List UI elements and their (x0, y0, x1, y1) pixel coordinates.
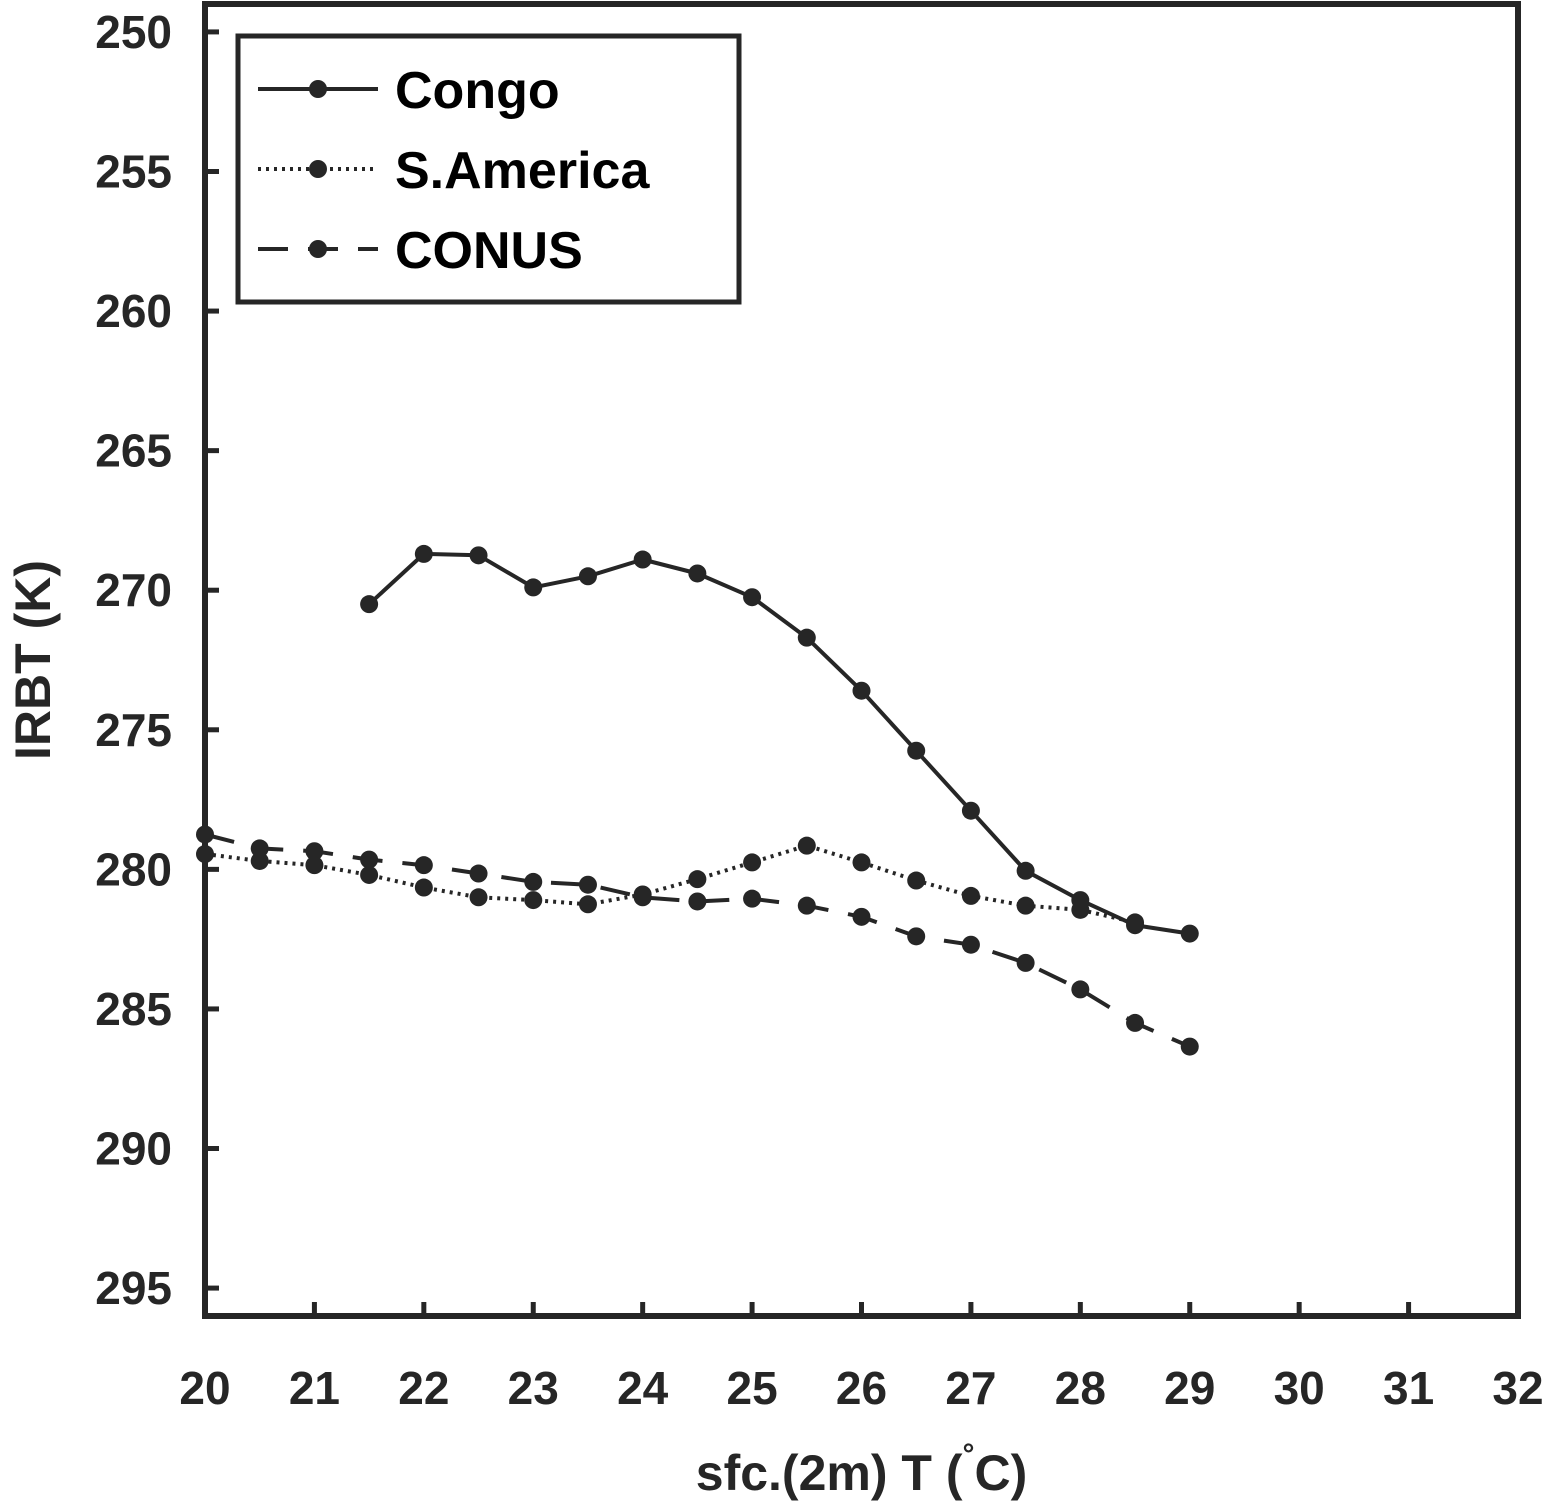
series-line (204, 832, 1191, 1049)
y-axis: 250 255 260 265 270 275 280 285 290 295 (95, 6, 219, 1314)
data-point (578, 567, 597, 586)
data-point (1126, 1013, 1145, 1032)
data-point (743, 588, 762, 607)
legend-label: CONUS (395, 222, 583, 280)
series-layer (196, 544, 1199, 1056)
y-tick-label: 250 (95, 6, 172, 58)
data-point (961, 935, 980, 954)
data-point (414, 878, 433, 897)
x-axis: 20 21 22 23 24 25 26 27 28 29 30 31 32 (179, 1302, 1544, 1414)
legend-label: Congo (395, 62, 560, 120)
data-point (688, 870, 707, 889)
legend-marker (309, 160, 327, 178)
data-point (360, 595, 379, 614)
series-conus (196, 825, 1199, 1056)
x-tick-label: 26 (836, 1362, 887, 1414)
data-point (196, 825, 214, 844)
data-point (907, 927, 926, 946)
data-point (250, 851, 269, 870)
legend-entry: Congo (258, 62, 560, 120)
legend-marker (309, 240, 327, 258)
data-point (852, 681, 871, 700)
data-point (1071, 900, 1090, 919)
data-point (305, 856, 324, 875)
y-tick-label: 280 (95, 843, 172, 895)
data-point (1180, 924, 1199, 943)
data-point (524, 891, 543, 910)
y-axis-title: IRBT (K) (5, 560, 61, 760)
data-point (360, 850, 379, 869)
y-tick-label: 260 (95, 285, 172, 337)
y-tick-label: 255 (95, 145, 172, 197)
data-point (852, 853, 871, 872)
legend-entry: S.America (258, 142, 650, 200)
data-point (743, 853, 762, 872)
data-point (414, 544, 433, 563)
data-point (469, 864, 488, 883)
data-point (633, 888, 652, 907)
x-tick-label: 23 (508, 1362, 559, 1414)
x-tick-label: 25 (726, 1362, 777, 1414)
data-point (633, 550, 652, 569)
data-point (961, 801, 980, 820)
x-tick-label: 22 (398, 1362, 449, 1414)
y-tick-label: 295 (95, 1262, 172, 1314)
data-point (360, 865, 379, 884)
series-line (367, 551, 1191, 936)
y-tick-label: 290 (95, 1123, 172, 1175)
legend-entry: CONUS (258, 222, 583, 280)
x-axis-title-part-1: sfc.(2m) T ( (696, 1445, 963, 1501)
x-axis-title-degree: ° (962, 1438, 974, 1471)
data-point (524, 578, 543, 597)
data-point (469, 546, 488, 565)
x-tick-label: 30 (1274, 1362, 1325, 1414)
data-point (1016, 861, 1035, 880)
x-axis-title-part-2: C) (974, 1445, 1027, 1501)
data-point (305, 842, 324, 861)
x-tick-label: 32 (1492, 1362, 1543, 1414)
data-point (524, 872, 543, 891)
legend-marker (309, 80, 327, 98)
y-tick-label: 285 (95, 983, 172, 1035)
x-axis-title: sfc.(2m) T (°C) (696, 1438, 1027, 1501)
legend: Congo S.America CONUS (235, 33, 742, 305)
data-point (196, 845, 214, 864)
y-tick-label: 275 (95, 704, 172, 756)
data-point (688, 564, 707, 583)
series-line (204, 843, 1136, 925)
data-point (797, 628, 816, 647)
data-point (852, 907, 871, 926)
data-point (578, 875, 597, 894)
x-tick-label: 28 (1055, 1362, 1106, 1414)
data-point (1071, 980, 1090, 999)
series-congo (360, 544, 1199, 943)
data-point (469, 888, 488, 907)
data-point (578, 895, 597, 914)
data-point (1016, 953, 1035, 972)
x-tick-label: 27 (945, 1362, 996, 1414)
x-tick-label: 24 (617, 1362, 669, 1414)
data-point (797, 836, 816, 855)
data-point (1016, 896, 1035, 915)
data-point (414, 856, 433, 875)
data-point (250, 839, 269, 858)
y-tick-label: 265 (95, 425, 172, 477)
x-tick-label: 21 (289, 1362, 340, 1414)
data-point (688, 892, 707, 911)
data-point (907, 871, 926, 890)
series-s-america (196, 836, 1145, 932)
data-point (961, 886, 980, 905)
data-point (797, 896, 816, 915)
data-point (1126, 913, 1145, 932)
x-tick-label: 29 (1164, 1362, 1215, 1414)
data-point (907, 741, 926, 760)
y-tick-label: 270 (95, 564, 172, 616)
data-point (1180, 1037, 1199, 1056)
data-point (743, 889, 762, 908)
legend-label: S.America (395, 142, 650, 200)
x-tick-label: 20 (179, 1362, 230, 1414)
x-tick-label: 31 (1383, 1362, 1434, 1414)
